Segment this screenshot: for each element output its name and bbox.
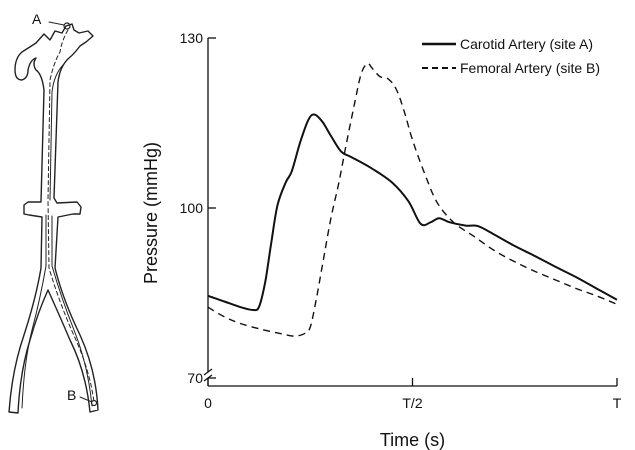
site-b-marker [90, 399, 98, 407]
pulse-path-dashed [47, 29, 95, 403]
artery-lumen-inner [49, 63, 65, 201]
legend-label-0: Carotid Artery (site A) [460, 36, 593, 52]
site-b-label: B [67, 387, 76, 403]
x-tick-label-2: T [613, 395, 622, 411]
site-a-marker [63, 22, 71, 30]
y-tick-label-2: 130 [180, 30, 204, 46]
arterial-tree-diagram [8, 21, 99, 414]
y-axis-break-top [203, 368, 213, 376]
x-tick-label-1: T/2 [402, 395, 422, 411]
series-line-1 [207, 62, 618, 337]
site-b-pointer [79, 396, 93, 403]
artery-lumen-inner-right [51, 215, 93, 407]
y-tick-label-1: 100 [180, 200, 204, 216]
site-a-label: A [32, 11, 42, 27]
chart-plot-area: 70 100 130 0 T/2 T Time (s) Pressure (mmHg) Caro… [141, 30, 622, 450]
y-axis-title: Pressure (mmHg) [141, 142, 161, 284]
y-tick-label-0: 70 [187, 370, 203, 386]
series-line-0 [207, 113, 618, 312]
legend-label-1: Femoral Artery (site B) [460, 60, 600, 76]
x-axis-title: Time (s) [380, 430, 445, 450]
artery-outline [8, 23, 99, 414]
x-tick-label-0: 0 [204, 395, 212, 411]
artery-lumen-inner-left [21, 214, 47, 409]
site-a-pointer [48, 21, 65, 26]
